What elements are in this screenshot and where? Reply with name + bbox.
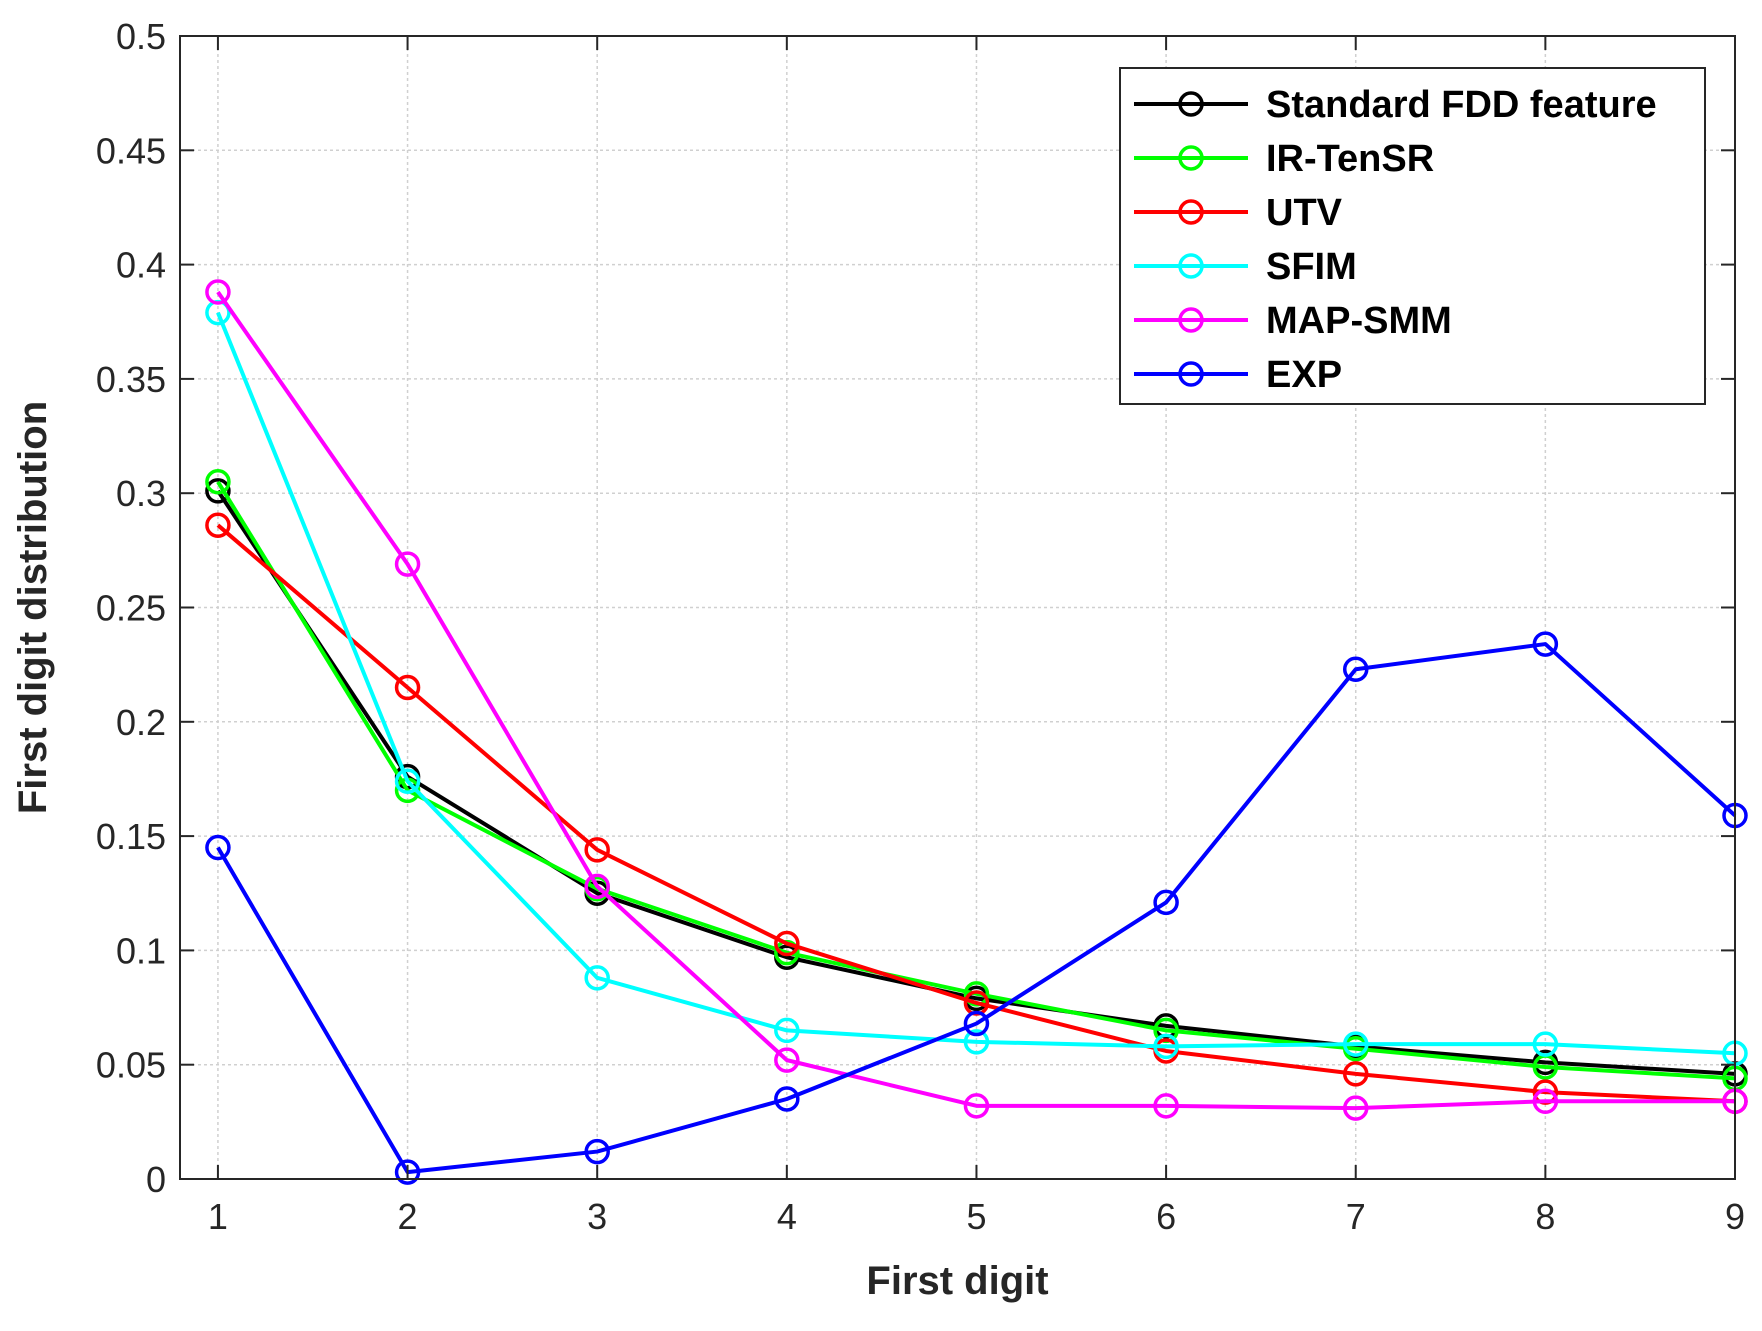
legend-entry-map-smm: MAP-SMM xyxy=(1134,300,1452,342)
y-tick-label: 0.3 xyxy=(116,473,166,514)
x-tick-label: 9 xyxy=(1725,1196,1745,1237)
data-point-exp xyxy=(1532,631,1559,657)
data-point-sfim xyxy=(1532,1031,1559,1057)
data-point-map-smm xyxy=(963,1093,990,1119)
legend-entry-ir-tensr: IR-TenSR xyxy=(1134,138,1434,180)
data-point-utv xyxy=(774,930,800,957)
x-tick-label: 3 xyxy=(587,1196,607,1237)
data-point-sfim xyxy=(963,1029,990,1055)
x-tick-label: 1 xyxy=(208,1196,228,1237)
x-tick-label: 4 xyxy=(777,1196,797,1237)
data-point-utv xyxy=(584,837,610,863)
axis-ticks xyxy=(180,35,1736,1180)
legend-label: SFIM xyxy=(1266,246,1357,288)
x-tick-label: 8 xyxy=(1535,1196,1555,1237)
data-point-utv xyxy=(1342,1061,1369,1087)
series-line-exp xyxy=(216,642,1737,1175)
data-point-sfim xyxy=(394,768,421,794)
legend-label: UTV xyxy=(1266,192,1343,234)
legend-label: Standard FDD feature xyxy=(1266,84,1657,126)
data-point-exp xyxy=(584,1138,610,1165)
x-tick-label: 2 xyxy=(398,1196,418,1237)
x-tick-label: 7 xyxy=(1346,1196,1366,1237)
legend-box xyxy=(1119,67,1706,405)
y-tick-label: 0.5 xyxy=(116,16,166,57)
legend-entry-exp: EXP xyxy=(1134,354,1342,396)
data-point-map-smm xyxy=(394,551,421,577)
y-tick-labels: 0 0.05 0.1 0.15 0.2 0.25 0.3 0.35 0.4 0.45 0.5 xyxy=(96,16,166,1200)
data-point-sfim xyxy=(1153,1033,1179,1060)
x-tick-label: 5 xyxy=(966,1196,986,1237)
data-point-map-smm xyxy=(774,1047,800,1073)
legend-marker-swatch xyxy=(1178,361,1204,387)
data-point-exp xyxy=(205,834,231,861)
data-point-map-smm xyxy=(1532,1088,1559,1115)
legend-marker-swatch xyxy=(1178,199,1204,225)
data-point-standard-fdd-feature xyxy=(205,478,231,504)
legend-entry-utv: UTV xyxy=(1134,192,1343,234)
series-exp xyxy=(205,631,1748,1185)
y-tick-label: 0.15 xyxy=(96,816,166,857)
y-tick-label: 0.2 xyxy=(116,702,166,743)
data-point-map-smm xyxy=(1153,1093,1179,1119)
legend-label: IR-TenSR xyxy=(1266,138,1434,180)
legend-label: EXP xyxy=(1266,354,1342,396)
series-group xyxy=(205,279,1748,1185)
data-point-map-smm xyxy=(1342,1095,1369,1121)
data-point-sfim xyxy=(774,1017,800,1044)
data-point-sfim xyxy=(584,965,610,991)
series-line-ir-tensr xyxy=(216,480,1736,1081)
series-line-utv xyxy=(216,523,1736,1104)
series-line-map-smm xyxy=(216,290,1735,1111)
y-tick-label: 0.05 xyxy=(96,1045,166,1086)
y-tick-label: 0.4 xyxy=(116,245,166,286)
legend-marker-swatch xyxy=(1178,91,1204,117)
data-point-exp xyxy=(1153,889,1179,916)
y-tick-label: 0.25 xyxy=(96,588,166,629)
x-tick-labels: 1 2 3 4 5 6 7 8 9 xyxy=(208,1196,1745,1237)
data-point-sfim xyxy=(1342,1031,1369,1057)
legend-entry-standard-fdd-feature: Standard FDD feature xyxy=(1134,84,1657,126)
x-tick-label: 6 xyxy=(1156,1196,1176,1237)
legend-entry-sfim: SFIM xyxy=(1134,246,1357,288)
legend: Standard FDD feature IR-TenSR UTV SFIM MAP-S… xyxy=(1119,67,1706,405)
data-point-exp xyxy=(1342,656,1369,682)
data-point-utv xyxy=(205,512,231,538)
data-point-map-smm xyxy=(584,873,610,900)
y-tick-label: 0.1 xyxy=(116,930,166,971)
data-point-utv xyxy=(394,674,421,701)
y-tick-label: 0 xyxy=(146,1159,166,1200)
series-line-standard-fdd-feature xyxy=(216,489,1736,1076)
x-axis-title: First digit xyxy=(866,1259,1048,1303)
legend-marker-swatch xyxy=(1178,307,1204,333)
data-point-exp xyxy=(394,1159,421,1185)
series-map-smm xyxy=(205,279,1748,1121)
legend-marker-swatch xyxy=(1178,145,1204,171)
y-tick-label: 0.45 xyxy=(96,130,166,171)
data-point-map-smm xyxy=(205,279,231,305)
data-point-ir-tensr xyxy=(205,469,231,495)
data-point-exp xyxy=(963,1010,990,1037)
legend-marker-swatch xyxy=(1178,253,1204,279)
data-point-exp xyxy=(774,1086,800,1112)
series-line-sfim xyxy=(216,311,1736,1056)
legend-label: MAP-SMM xyxy=(1266,300,1452,342)
y-tick-label: 0.35 xyxy=(96,359,166,400)
y-axis-title: First digit distribution xyxy=(11,401,55,814)
